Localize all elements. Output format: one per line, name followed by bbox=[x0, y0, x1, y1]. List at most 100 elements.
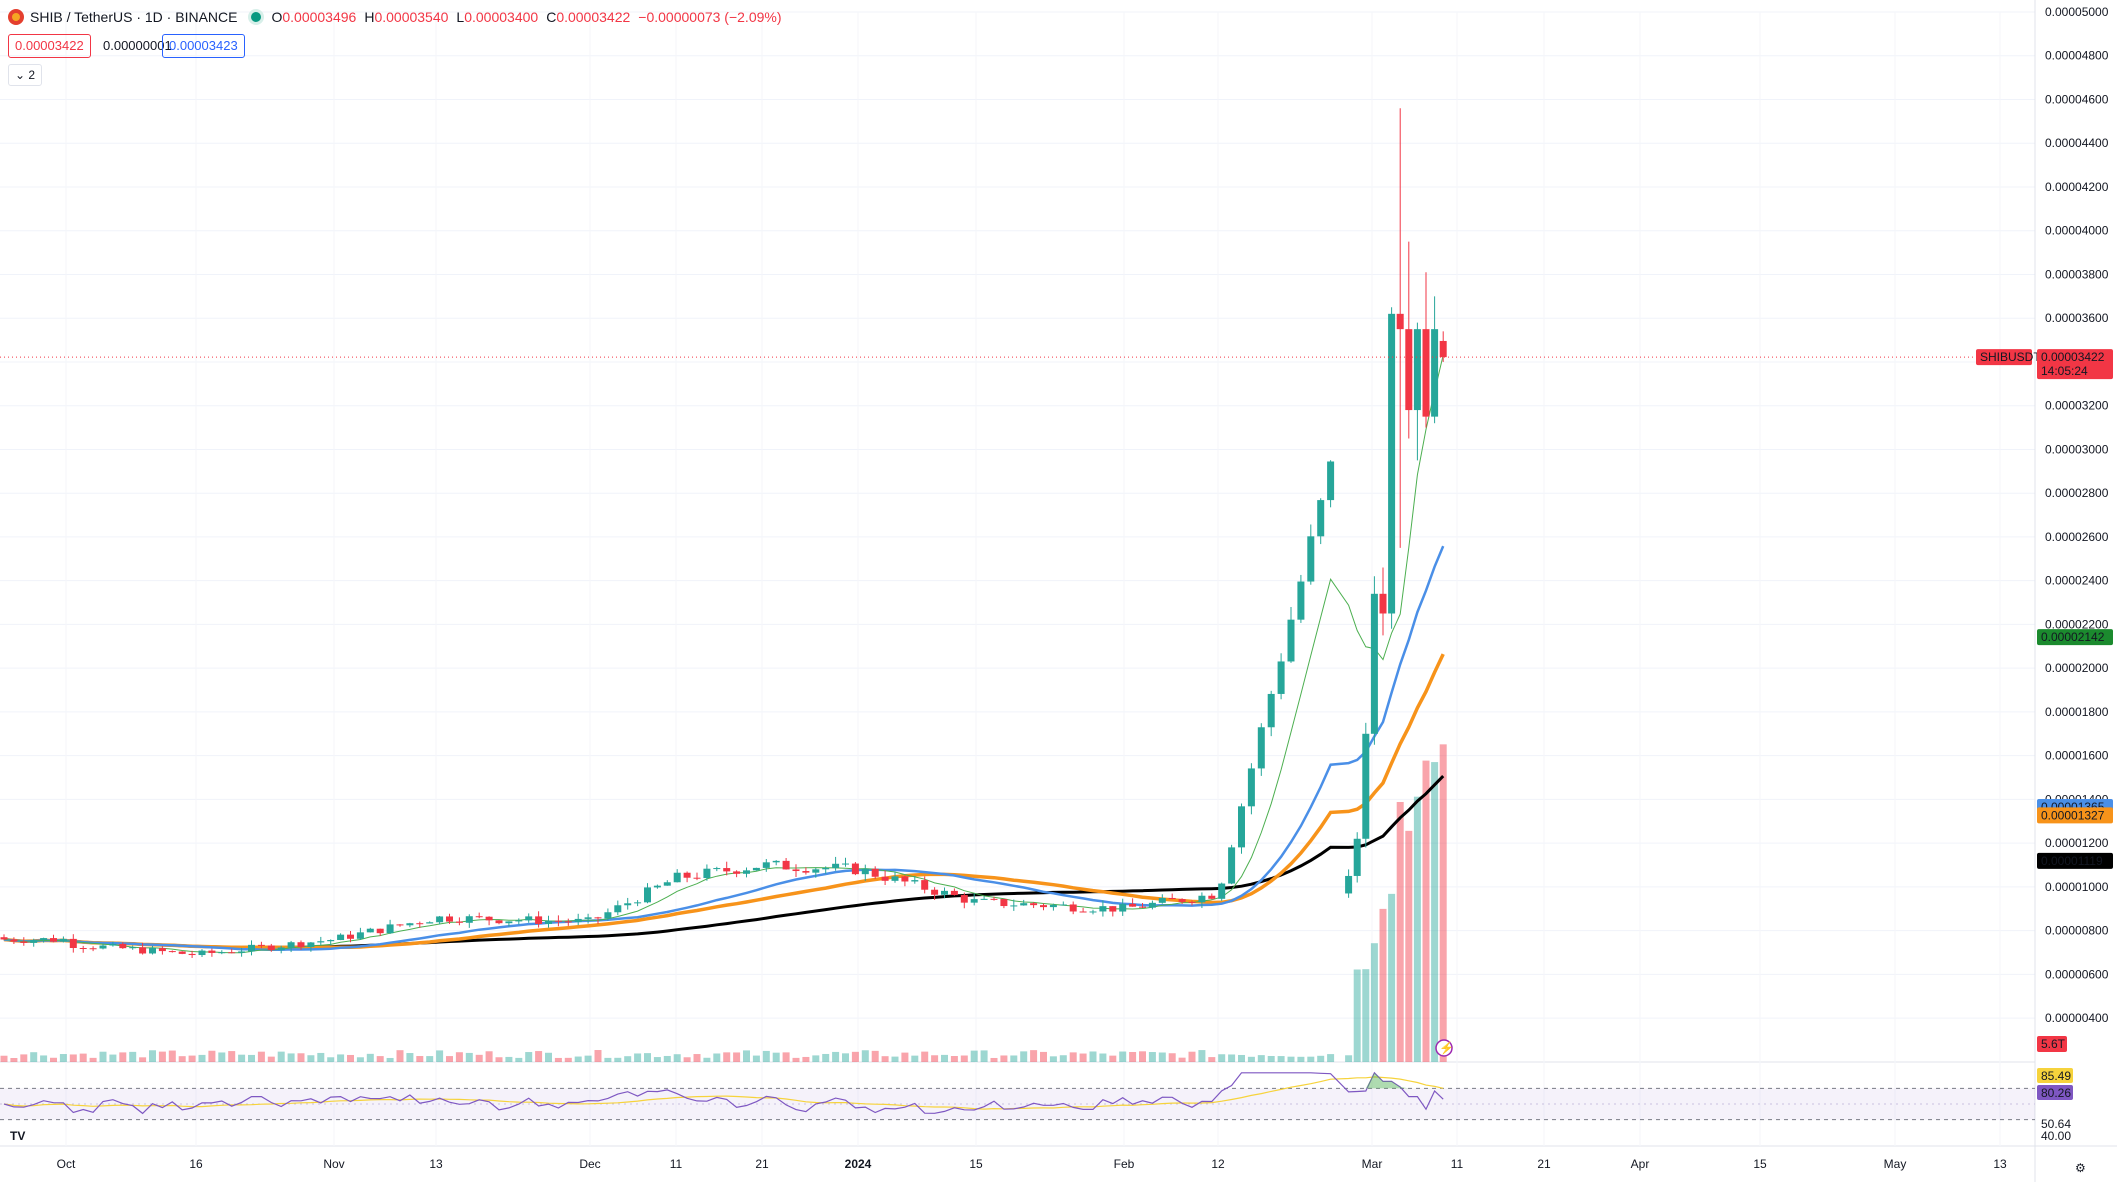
volume-bar bbox=[1379, 908, 1387, 1062]
time-tick-label: Nov bbox=[323, 1157, 344, 1171]
volume-bar bbox=[891, 1056, 899, 1062]
volume-bar bbox=[317, 1052, 325, 1062]
candle-body bbox=[960, 895, 968, 903]
candle-body bbox=[495, 920, 503, 924]
candle-body bbox=[1010, 905, 1018, 907]
rsi-band bbox=[0, 1088, 2035, 1120]
volume-bar bbox=[475, 1054, 483, 1062]
volume-bar bbox=[59, 1054, 67, 1062]
symbol-title[interactable]: SHIB / TetherUS · 1D · BINANCE bbox=[30, 9, 238, 25]
volume-bar bbox=[139, 1057, 147, 1062]
volume-bar bbox=[149, 1050, 156, 1062]
volume-bar bbox=[356, 1057, 364, 1062]
candle-body bbox=[149, 948, 156, 954]
candle-body bbox=[1059, 904, 1067, 906]
market-open-icon bbox=[251, 12, 262, 22]
volume-bar bbox=[1109, 1055, 1117, 1062]
volume-bar bbox=[762, 1050, 770, 1062]
indicators-collapse-button[interactable]: ⌄ 2 bbox=[8, 64, 43, 86]
ohlc-high-key: H bbox=[364, 9, 375, 25]
volume-bar bbox=[802, 1056, 810, 1062]
volume-bar bbox=[10, 1057, 18, 1062]
volume-bar bbox=[554, 1057, 562, 1062]
time-tick-label: 2024 bbox=[845, 1157, 872, 1171]
candle-body bbox=[158, 948, 166, 952]
volume-bar bbox=[1119, 1051, 1127, 1062]
volume-bar bbox=[941, 1054, 948, 1062]
bid-price-button[interactable]: 0.00003422 bbox=[8, 34, 91, 58]
volume-bar bbox=[416, 1056, 424, 1062]
volume-bar bbox=[455, 1052, 463, 1062]
volume-bar bbox=[525, 1052, 533, 1062]
price-tick-label: 0.00004000 bbox=[2045, 224, 2109, 238]
volume-bar bbox=[158, 1051, 166, 1062]
time-tick-label: 11 bbox=[1451, 1157, 1464, 1171]
candle-body bbox=[911, 880, 919, 882]
volume-bar bbox=[1010, 1055, 1018, 1062]
price-tick-label: 0.00004200 bbox=[2045, 180, 2109, 194]
volume-series bbox=[0, 744, 1447, 1062]
volume-bar bbox=[921, 1051, 929, 1062]
ma-orange-line bbox=[3, 653, 1445, 950]
candle-body bbox=[1089, 911, 1097, 913]
candle-body bbox=[634, 902, 642, 904]
volume-bar bbox=[1148, 1052, 1156, 1062]
volume-bar bbox=[1168, 1053, 1176, 1062]
volume-bar bbox=[752, 1055, 760, 1062]
volume-bar bbox=[743, 1050, 750, 1062]
volume-bar bbox=[683, 1057, 691, 1062]
ohlc-open-value: 0.00003496 bbox=[282, 9, 357, 25]
candle-body bbox=[762, 862, 770, 868]
candle-body bbox=[673, 872, 681, 883]
ma-black-tag-bg bbox=[2037, 852, 2113, 869]
candle-body bbox=[347, 934, 354, 939]
volume-bar bbox=[178, 1056, 186, 1062]
candle-body bbox=[1431, 329, 1439, 417]
candle-body bbox=[416, 923, 424, 925]
volume-bar bbox=[535, 1051, 543, 1062]
rsi-line bbox=[3, 1071, 1444, 1115]
volume-bar bbox=[782, 1052, 790, 1062]
volume-bar bbox=[881, 1056, 889, 1062]
volume-bar bbox=[1247, 1056, 1255, 1062]
candle-body bbox=[218, 952, 226, 954]
candle-body bbox=[1388, 313, 1396, 614]
current-price-tag-bg bbox=[2037, 349, 2113, 380]
candle-body bbox=[317, 941, 325, 943]
candle-body bbox=[1307, 536, 1315, 582]
candle-body bbox=[1069, 904, 1077, 912]
ma-orange-tag-bg bbox=[2037, 807, 2113, 824]
volume-bar bbox=[1257, 1055, 1265, 1062]
ohlc-close-value: 0.00003422 bbox=[556, 9, 631, 25]
candle-body bbox=[327, 940, 335, 942]
volume-bar bbox=[376, 1056, 384, 1062]
volume-bar bbox=[970, 1050, 978, 1062]
candle-body bbox=[861, 868, 869, 875]
price-tick-label: 0.00001600 bbox=[2045, 749, 2109, 763]
volume-bar bbox=[1307, 1056, 1315, 1062]
ma-fast-tag-bg bbox=[2037, 629, 2113, 646]
candle-body bbox=[604, 912, 612, 919]
volume-bar bbox=[812, 1055, 820, 1062]
candle-body bbox=[297, 942, 305, 948]
volume-bar bbox=[1327, 1054, 1335, 1062]
rsi-tag-bg bbox=[2037, 1085, 2073, 1100]
volume-bar bbox=[564, 1057, 572, 1062]
ask-price-button[interactable]: 0.00003423 bbox=[162, 34, 245, 58]
candle-body bbox=[50, 938, 57, 942]
volume-bar bbox=[901, 1052, 909, 1062]
volume-bar bbox=[1178, 1057, 1186, 1062]
price-tick-label: 0.00002000 bbox=[2045, 661, 2109, 675]
candle-body bbox=[851, 863, 859, 875]
volume-bar bbox=[50, 1057, 57, 1062]
candle-body bbox=[772, 860, 780, 863]
volume-bar bbox=[1370, 943, 1378, 1062]
volume-bar bbox=[168, 1050, 176, 1062]
candle-body bbox=[40, 938, 48, 941]
price-tick-label: 0.00003600 bbox=[2045, 311, 2109, 325]
price-tick-label: 0.00001200 bbox=[2045, 836, 2109, 850]
volume-bar bbox=[208, 1050, 216, 1062]
candle-body bbox=[1353, 838, 1361, 876]
candle-body bbox=[1413, 329, 1421, 411]
